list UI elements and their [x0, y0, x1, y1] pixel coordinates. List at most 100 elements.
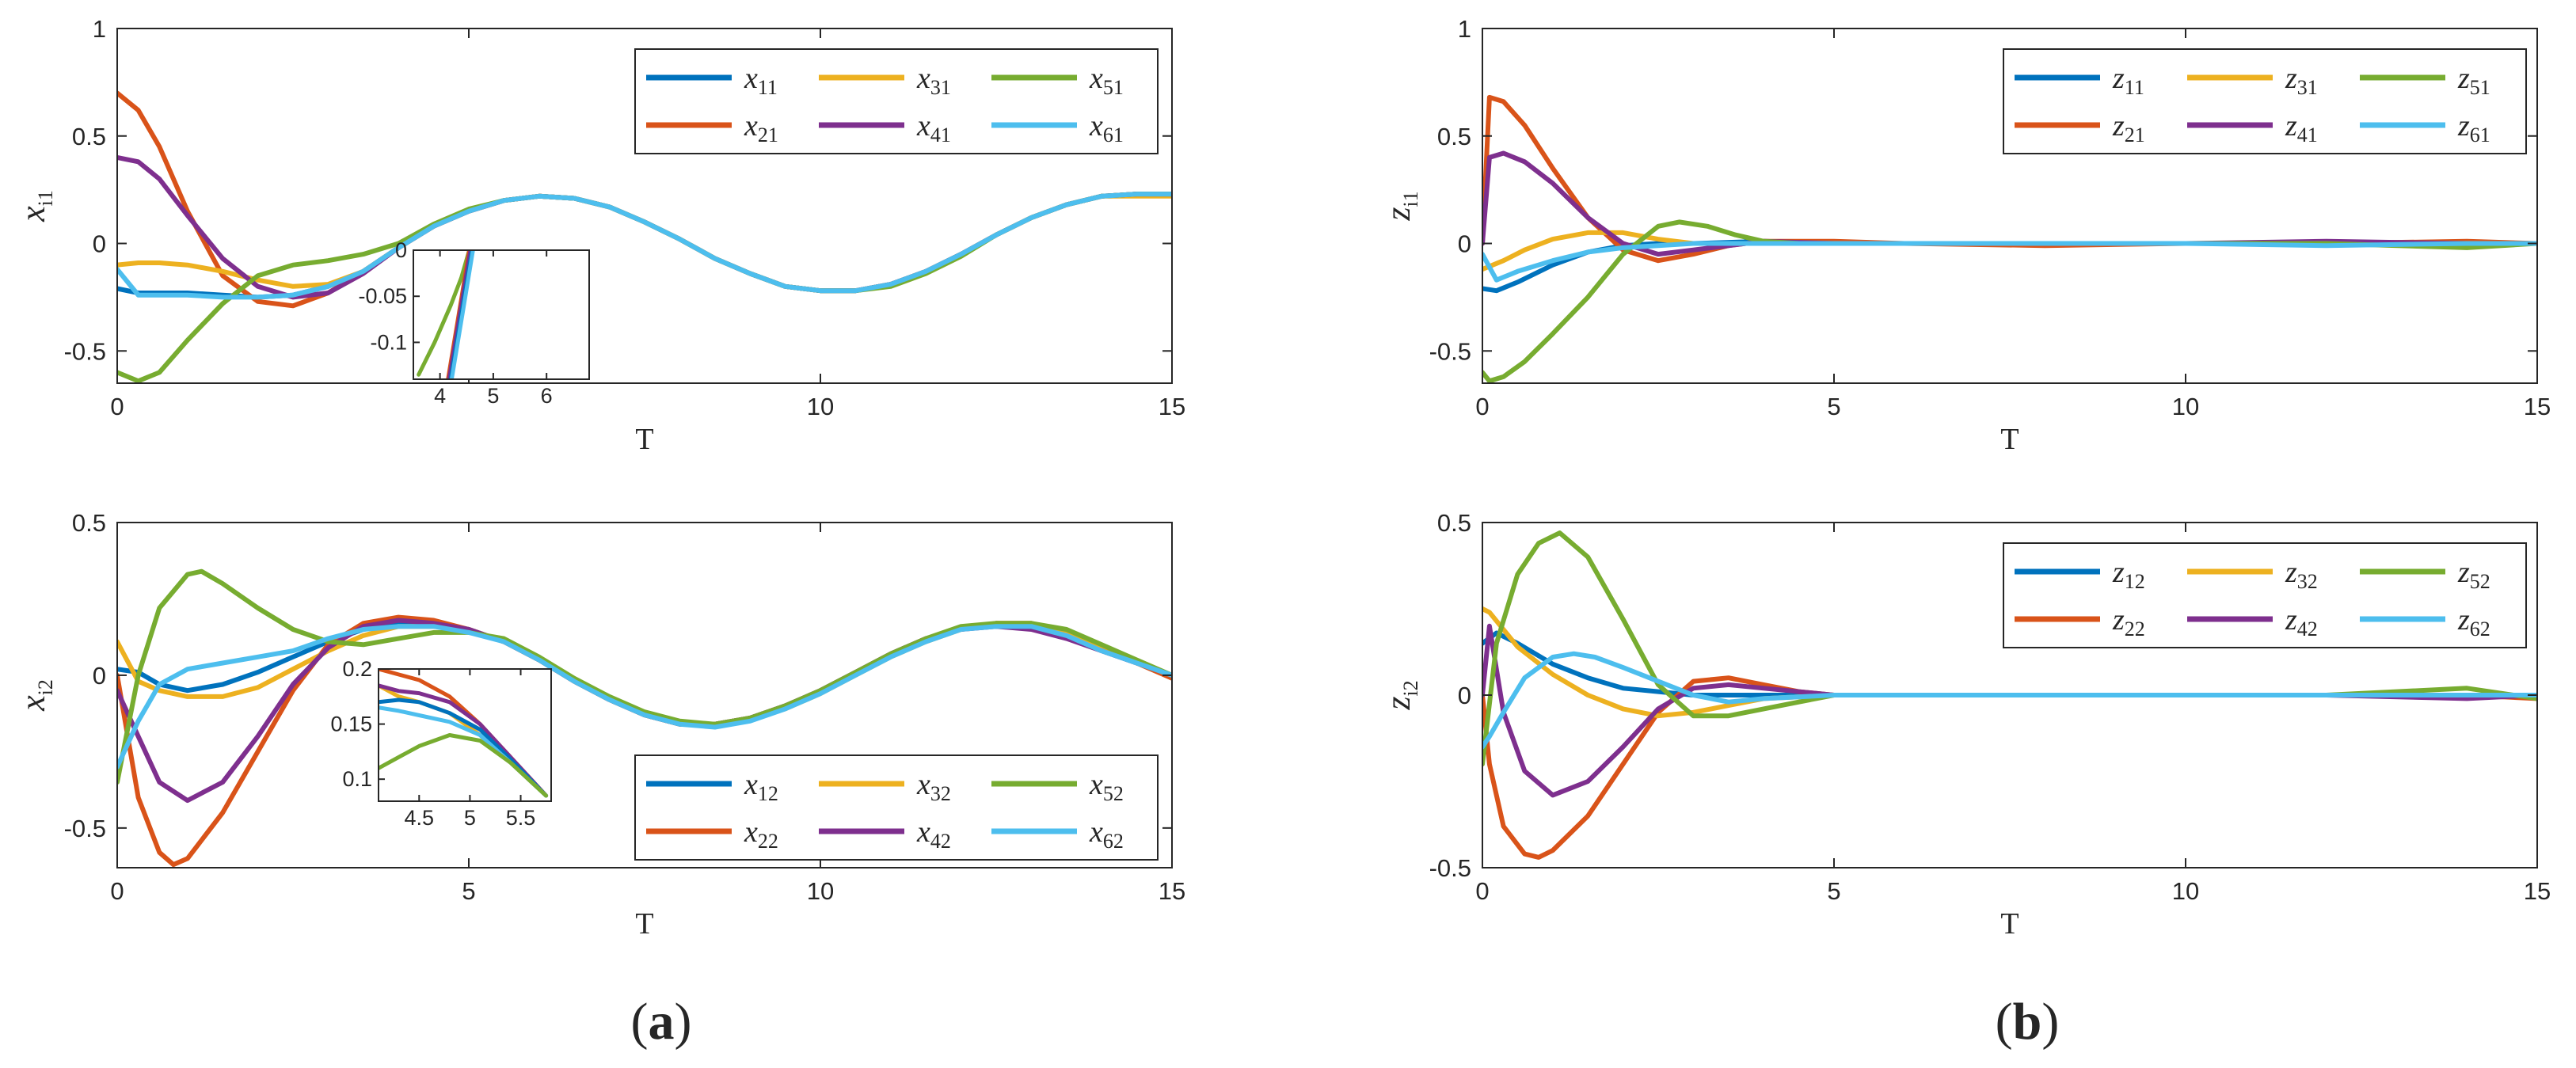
x-tick-label: 0	[1475, 393, 1489, 420]
legend-entry-z11: z11	[2015, 62, 2144, 99]
inset-a-bottom: 4.5 5 5.5 0.2 0.15 0.1	[330, 657, 552, 830]
axes-box	[116, 522, 1173, 868]
series-line-inset-4	[449, 250, 475, 379]
y-axis-label: xi1	[13, 190, 57, 222]
y-tick-label: 0.5	[1437, 123, 1471, 150]
legend-box	[2003, 542, 2527, 648]
x-tick-label: 10	[2172, 877, 2199, 905]
x-tick-label: 0	[110, 393, 124, 420]
legend-label: x12	[744, 768, 778, 805]
legend-entry-x61: x61	[991, 109, 1124, 146]
y-tick-label: 0.5	[72, 509, 106, 537]
series-line-x62	[117, 624, 1172, 770]
y-tick-label: 0.5	[1437, 509, 1471, 537]
legend-label: x21	[744, 109, 778, 146]
legend-label: z41	[2285, 109, 2318, 146]
series-line-x52	[117, 568, 1172, 785]
x-tick-label: 5	[462, 877, 475, 905]
legend-label: x61	[1089, 109, 1124, 146]
inset-y-tick-label: -0.05	[358, 284, 407, 308]
legend-entry-z22: z22	[2015, 603, 2145, 640]
panel-label-a: (a)	[631, 993, 692, 1051]
legend-entry-x42: x42	[819, 815, 951, 853]
x-axis-label: T	[635, 423, 653, 456]
inset-x-tick-label: 4.5	[405, 806, 435, 830]
x-axis-label: T	[2000, 423, 2019, 456]
legend-entry-z12: z12	[2015, 556, 2145, 593]
legend-box	[634, 48, 1159, 154]
inset-y-tick-label: 0.2	[342, 657, 372, 681]
legend: z11 z31 z51 z21 z41 z61	[2003, 48, 2527, 154]
y-tick-label: -0.5	[1429, 854, 1471, 882]
y-tick-label: 0	[93, 662, 106, 690]
y-axis-label: xi2	[13, 679, 57, 712]
y-tick-label: 1	[1458, 15, 1471, 43]
inset-plot-area	[379, 669, 551, 801]
inset-series-group	[379, 669, 549, 798]
legend-entry-z51: z51	[2360, 62, 2490, 99]
x-tick-label: 10	[807, 877, 834, 905]
legend-label: z61	[2457, 109, 2490, 146]
legend: x11 x31 x51 x21 x41 x61	[634, 48, 1159, 154]
y-axis-label: zi2	[1379, 680, 1422, 710]
series-group	[117, 568, 1172, 868]
y-axis-label: zi1	[1379, 191, 1422, 221]
legend-entry-x51: x51	[991, 62, 1124, 99]
inset-x-tick-label: 5.5	[506, 806, 536, 830]
legend-entry-z61: z61	[2360, 109, 2490, 146]
legend-entry-x11: x11	[646, 62, 778, 99]
legend-entry-z41: z41	[2187, 109, 2318, 146]
inset-x-tick-label: 4	[434, 384, 446, 408]
panel-label-b: (b)	[1996, 993, 2060, 1051]
legend-label: z12	[2112, 556, 2145, 593]
legend-entry-z52: z52	[2360, 556, 2490, 593]
legend-label: z32	[2285, 556, 2318, 593]
legend-box	[634, 754, 1159, 861]
x-tick-label: 15	[2524, 877, 2551, 905]
y-tick-label: -0.5	[64, 815, 106, 842]
x-tick-label: 0	[110, 877, 124, 905]
legend-label: x11	[744, 62, 778, 99]
x-tick-label: 15	[1159, 393, 1185, 420]
legend-label: x62	[1089, 815, 1124, 853]
series-line-x61	[117, 192, 1172, 300]
inset-axes-box	[378, 668, 552, 802]
inset-series-group	[417, 250, 475, 379]
inset-y-tick-label: 0.1	[342, 767, 372, 791]
series-group	[1482, 530, 2537, 860]
legend-label: x31	[916, 62, 951, 99]
y-tick-label: 0	[1458, 682, 1471, 709]
y-tick-label: 0	[93, 230, 106, 258]
series-line-z62	[1482, 651, 2537, 750]
legend-entry-x41: x41	[819, 109, 951, 146]
legend-entry-x21: x21	[646, 109, 778, 146]
legend-label: z62	[2457, 603, 2490, 640]
legend-entry-z21: z21	[2015, 109, 2145, 146]
legend-entry-x31: x31	[819, 62, 951, 99]
axes-box	[116, 28, 1173, 384]
series-group	[1482, 94, 2537, 383]
x-axis-label: T	[2000, 907, 2019, 941]
legend-label: x41	[916, 109, 951, 146]
inset-a-top: 4 5 6 0 -0.05 -0.1	[358, 238, 590, 408]
y-tick-label: 1	[93, 15, 106, 43]
legend: z12 z32 z52 z22 z42 z62	[2003, 542, 2527, 648]
x-axis-label: T	[635, 907, 653, 941]
x-tick-label: 15	[2524, 393, 2551, 420]
legend-entry-x62: x62	[991, 815, 1124, 853]
inset-x-tick-label: 6	[541, 384, 553, 408]
legend-entry-x22: x22	[646, 815, 778, 853]
legend-entry-x32: x32	[819, 768, 951, 805]
axes-box	[1482, 28, 2538, 384]
inset-y-tick-label: 0	[395, 238, 407, 262]
legend-label: z51	[2457, 62, 2490, 99]
y-tick-label: 0	[1458, 230, 1471, 258]
inset-x-tick-label: 5	[487, 384, 499, 408]
legend-entry-z62: z62	[2360, 603, 2490, 640]
x-tick-label: 5	[1827, 877, 1840, 905]
legend-label: x32	[916, 768, 951, 805]
